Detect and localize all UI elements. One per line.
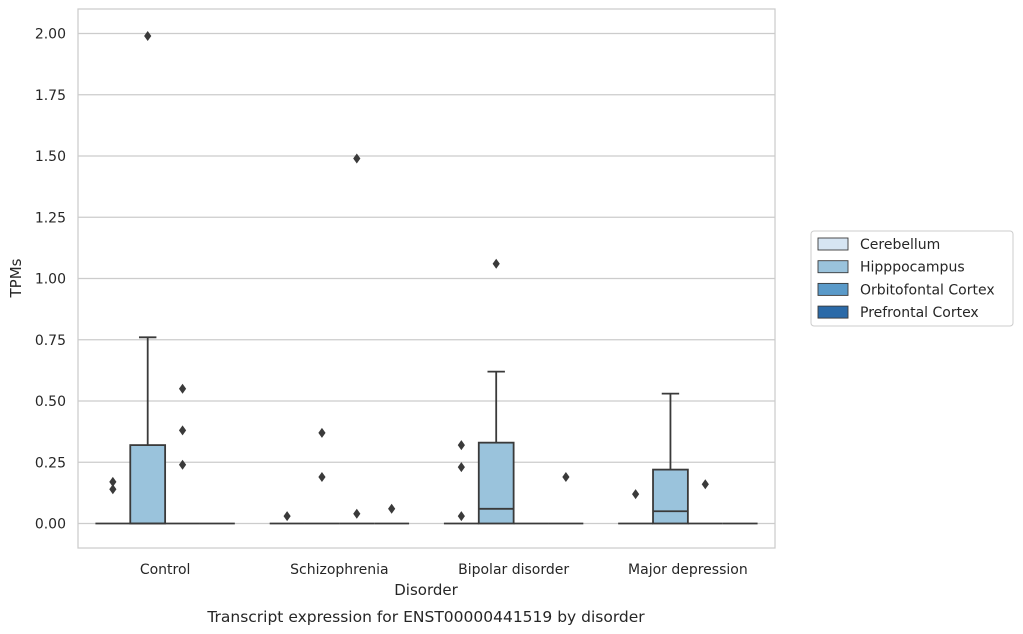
legend: Cerebellum Hipppocampus Orbitofontal Corte… bbox=[810, 230, 1014, 327]
box-cerebellum-schizophrenia bbox=[269, 511, 305, 525]
legend-swatch bbox=[817, 237, 849, 251]
legend-frame bbox=[810, 230, 1014, 327]
y-tick-label: 0.75 bbox=[35, 333, 66, 349]
outlier-point bbox=[109, 476, 117, 487]
outlier-point bbox=[457, 440, 465, 451]
box-body bbox=[652, 468, 689, 525]
box-body bbox=[129, 444, 167, 525]
outlier-point bbox=[318, 471, 326, 482]
y-tick-labels: 0.00 0.25 0.50 0.75 1.00 1.25 1.50 1.75 2.00 bbox=[35, 27, 66, 533]
outlier-point bbox=[178, 425, 187, 436]
box-orbitofontal-cortex-schizophrenia bbox=[339, 153, 375, 525]
legend-label: Orbitofontal Cortex bbox=[860, 282, 995, 298]
y-axis-title: TPMs bbox=[7, 258, 25, 298]
box-hipppocampus-schizophrenia bbox=[304, 427, 340, 525]
x-tick-label: Bipolar disorder bbox=[458, 562, 569, 578]
outlier-point bbox=[178, 459, 187, 470]
box-prefrontal-cortex-schizophrenia bbox=[374, 503, 410, 525]
y-tick-label: 2.00 bbox=[35, 27, 66, 43]
box-hipppocampus-control bbox=[129, 30, 167, 525]
x-tick-label: Control bbox=[140, 562, 191, 578]
outlier-point bbox=[109, 484, 117, 495]
x-axis-title: Disorder bbox=[394, 581, 458, 599]
box-hipppocampus-major-depression bbox=[652, 392, 689, 525]
outlier-point bbox=[457, 462, 465, 473]
outlier-point bbox=[144, 30, 152, 41]
legend-swatch bbox=[817, 260, 849, 274]
outlier-point bbox=[353, 508, 361, 519]
y-tick-label: 1.00 bbox=[35, 272, 66, 288]
outlier-point bbox=[562, 471, 570, 482]
outlier-point bbox=[318, 427, 326, 438]
box-body bbox=[477, 441, 515, 525]
box-orbitofontal-cortex-major-depression bbox=[687, 479, 723, 525]
outlier-point bbox=[353, 153, 361, 164]
y-tick-label: 0.50 bbox=[35, 394, 66, 410]
legend-swatch bbox=[817, 305, 849, 319]
box-prefrontal-cortex-bipolar-disorder bbox=[548, 471, 584, 525]
box-orbitofontal-cortex-control bbox=[165, 383, 200, 525]
boxes bbox=[95, 30, 758, 525]
y-tick-label: 0.25 bbox=[35, 455, 66, 471]
outlier-point bbox=[492, 258, 500, 269]
box-cerebellum-control bbox=[95, 476, 131, 525]
box-hipppocampus-bipolar-disorder bbox=[477, 258, 515, 525]
x-tick-label: Major depression bbox=[628, 562, 748, 578]
outlier-point bbox=[632, 489, 640, 500]
y-tick-label: 1.25 bbox=[35, 210, 66, 226]
box-cerebellum-major-depression bbox=[618, 489, 654, 525]
legend-label: Cerebellum bbox=[860, 237, 940, 253]
outlier-point bbox=[457, 511, 465, 522]
legend-label: Prefrontal Cortex bbox=[860, 305, 979, 321]
outlier-point bbox=[701, 479, 709, 490]
y-tick-label: 0.00 bbox=[35, 517, 66, 533]
legend-label: Hipppocampus bbox=[860, 260, 965, 276]
x-tick-labels: Control Schizophrenia Bipolar disorder Majo… bbox=[140, 562, 748, 578]
x-tick-label: Schizophrenia bbox=[290, 562, 388, 578]
y-tick-label: 1.50 bbox=[35, 149, 66, 165]
box-cerebellum-bipolar-disorder bbox=[443, 440, 479, 525]
legend-swatch bbox=[817, 282, 849, 296]
outlier-point bbox=[388, 503, 396, 514]
y-tick-label: 1.75 bbox=[35, 88, 66, 104]
plot-frame bbox=[77, 8, 776, 549]
chart-caption: Transcript expression for ENST0000044151… bbox=[206, 608, 645, 626]
outlier-point bbox=[178, 383, 187, 394]
outlier-point bbox=[283, 511, 291, 522]
